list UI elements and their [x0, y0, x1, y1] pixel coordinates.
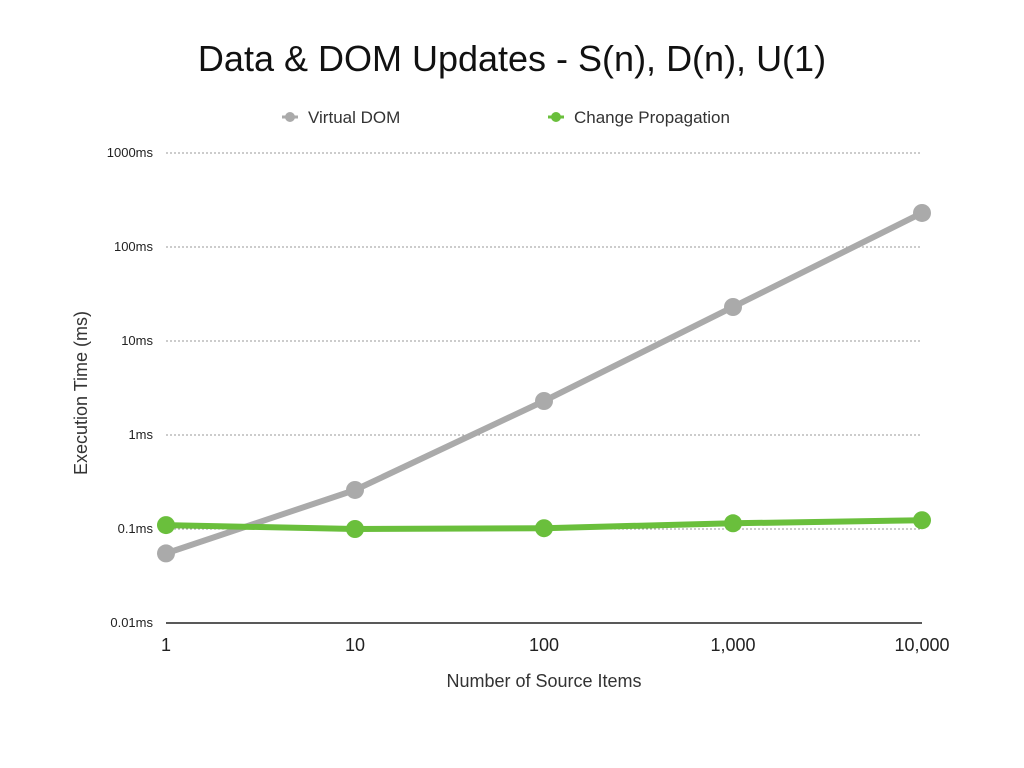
legend-item: Change Propagation: [548, 108, 730, 127]
data-point: [346, 520, 364, 538]
data-point: [157, 544, 175, 563]
legend-label: Virtual DOM: [308, 108, 400, 127]
x-tick-label: 10,000: [894, 635, 949, 655]
legend-item: Virtual DOM: [282, 108, 400, 127]
legend-marker: [285, 112, 295, 122]
series-layer: [157, 203, 931, 563]
series-0: [157, 203, 931, 563]
y-tick-label: 1ms: [128, 427, 153, 442]
data-point: [157, 516, 175, 535]
data-point: [724, 514, 742, 533]
data-point: [535, 519, 553, 538]
data-point: [535, 391, 553, 410]
x-tick-label: 1: [161, 635, 171, 655]
legend: Virtual DOM Change Propagation: [282, 108, 730, 127]
legend-label: Change Propagation: [574, 108, 730, 127]
data-point: [346, 480, 364, 499]
x-tick-label: 10: [345, 635, 365, 655]
axes: 0.01ms 0.1ms 1ms 10ms 100ms 1000ms 1 10 100 1,000…: [107, 145, 950, 655]
series-line: [163, 209, 925, 557]
data-point: [913, 203, 931, 222]
y-axis-title: Execution Time (ms): [71, 311, 91, 475]
chart-title: Data & DOM Updates - S(n), D(n), U(1): [197, 38, 827, 79]
y-tick-label: 10ms: [121, 333, 153, 348]
x-tick-label: 100: [529, 635, 559, 655]
legend-marker: [551, 112, 561, 122]
y-tick-label: 0.1ms: [118, 521, 154, 536]
data-point: [913, 511, 931, 530]
x-tick-label: 1,000: [710, 635, 755, 655]
y-tick-label: 1000ms: [107, 145, 154, 160]
x-axis-title: Number of Source Items: [446, 671, 641, 691]
series-1: [157, 511, 931, 538]
grid-lines: [166, 152, 922, 530]
data-point: [724, 297, 742, 316]
y-tick-label: 0.01ms: [110, 615, 153, 630]
y-tick-label: 100ms: [114, 239, 154, 254]
